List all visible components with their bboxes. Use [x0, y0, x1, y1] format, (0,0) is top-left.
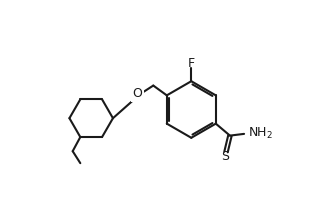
Text: S: S — [222, 150, 230, 163]
Text: NH$_2$: NH$_2$ — [248, 126, 273, 141]
Text: O: O — [133, 87, 142, 100]
Text: F: F — [188, 57, 195, 70]
